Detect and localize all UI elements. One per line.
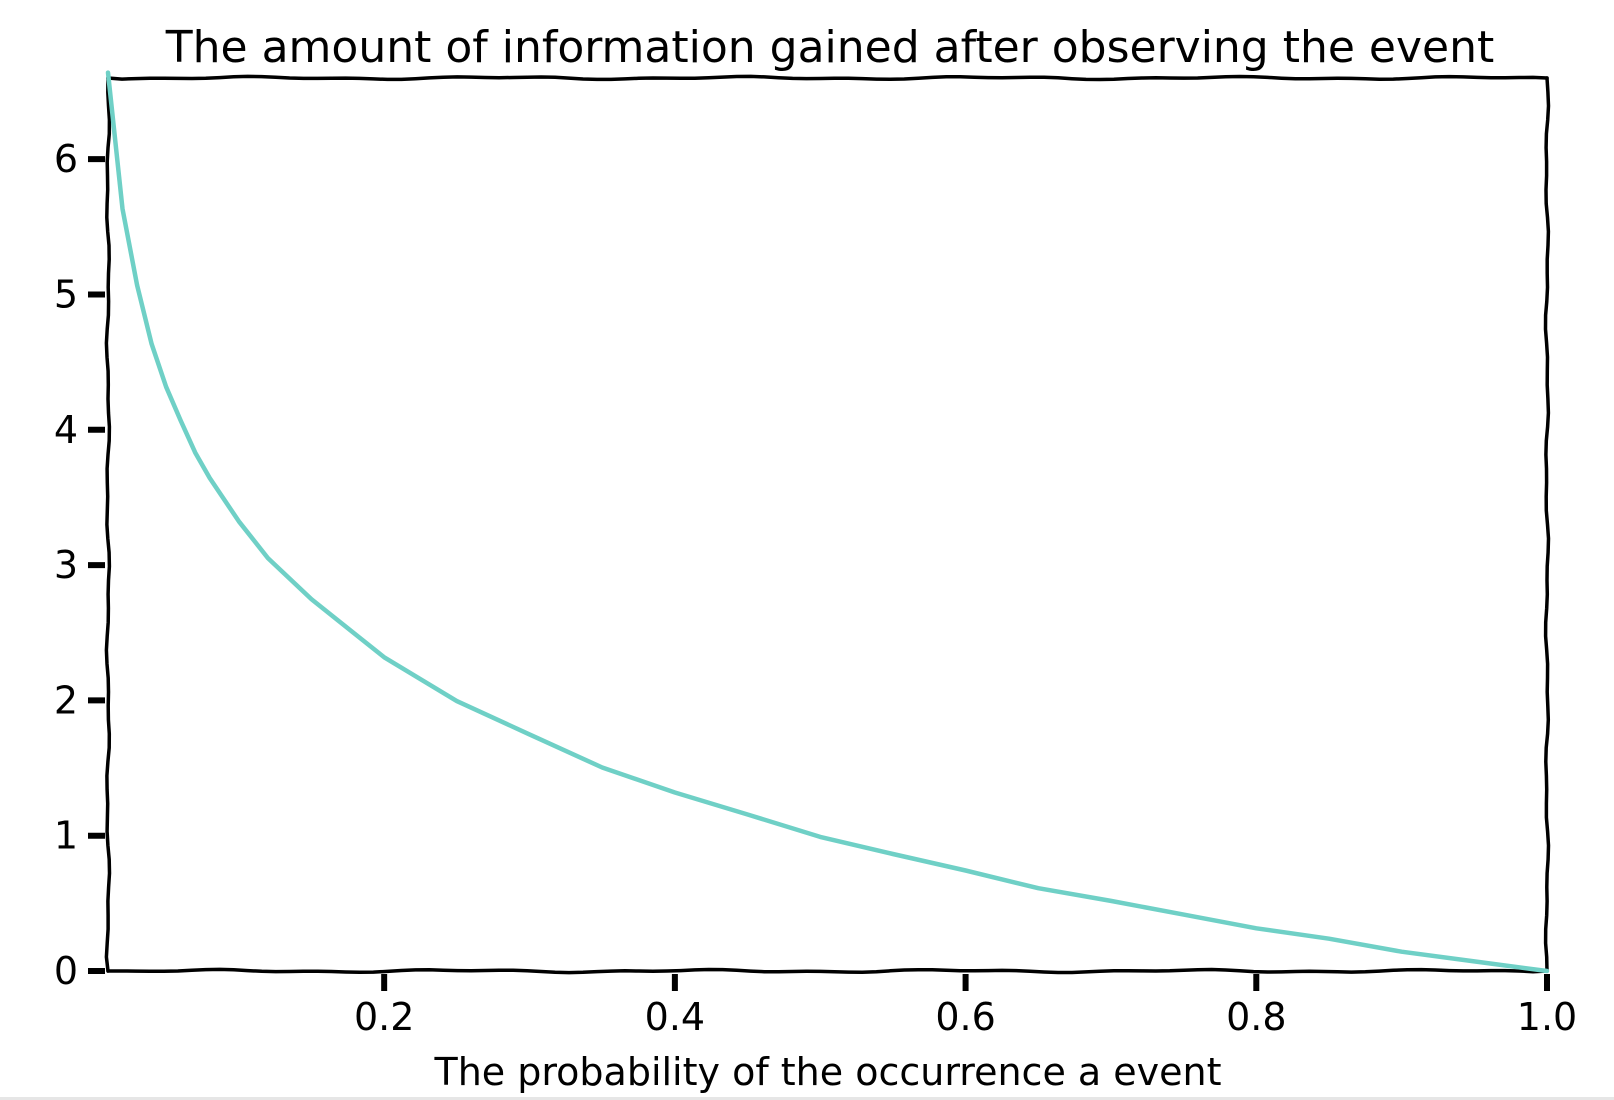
y-axis-ticks: 0 1 2 3 4 5 6	[54, 137, 105, 993]
y-tick-label: 5	[54, 272, 78, 316]
y-tick-label: 2	[54, 678, 78, 722]
x-tick-label: 0.8	[1226, 995, 1286, 1039]
spine-right	[1543, 76, 1551, 973]
spine-bottom	[106, 967, 1549, 975]
y-tick-label: 0	[54, 949, 78, 993]
chart-title: The amount of information gained after o…	[165, 22, 1495, 73]
spine-top	[106, 74, 1549, 82]
y-tick-label: 3	[54, 543, 78, 587]
series-layer	[105, 70, 1550, 974]
x-axis-ticks: 0.2 0.4 0.6 0.8 1.0	[354, 974, 1577, 1039]
x-axis-label: The probability of the occurrence a even…	[434, 1050, 1222, 1094]
y-tick-label: 1	[54, 814, 78, 858]
x-tick-label: 0.2	[354, 995, 414, 1039]
bottom-divider	[0, 1097, 1614, 1100]
x-tick-label: 0.6	[935, 995, 995, 1039]
x-tick-label: 1.0	[1517, 995, 1577, 1039]
spine-left	[104, 76, 112, 973]
x-tick-label: 0.4	[645, 995, 705, 1039]
y-tick-label: 6	[54, 137, 78, 181]
plot-frame	[104, 74, 1551, 975]
y-tick-label: 4	[54, 408, 78, 452]
series-line	[105, 70, 1550, 974]
